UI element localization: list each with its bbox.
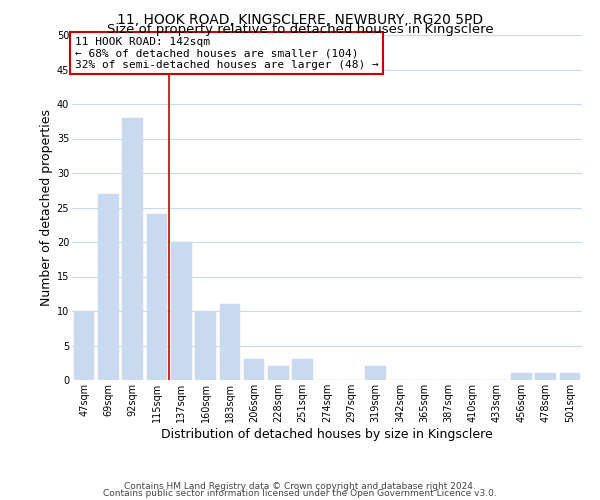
Text: 11 HOOK ROAD: 142sqm
← 68% of detached houses are smaller (104)
32% of semi-deta: 11 HOOK ROAD: 142sqm ← 68% of detached h… (74, 36, 379, 70)
Bar (268, 366, 289, 380)
Bar (292, 360, 313, 380)
Y-axis label: Number of detached properties: Number of detached properties (40, 109, 53, 306)
Bar (74, 311, 94, 380)
Bar (122, 118, 143, 380)
Bar (146, 214, 167, 380)
Text: Size of property relative to detached houses in Kingsclere: Size of property relative to detached ho… (107, 22, 493, 36)
Bar (535, 373, 556, 380)
X-axis label: Distribution of detached houses by size in Kingsclere: Distribution of detached houses by size … (161, 428, 493, 440)
Bar (171, 242, 191, 380)
Bar (365, 366, 386, 380)
Bar (220, 304, 240, 380)
Text: 11, HOOK ROAD, KINGSCLERE, NEWBURY, RG20 5PD: 11, HOOK ROAD, KINGSCLERE, NEWBURY, RG20… (117, 12, 483, 26)
Bar (511, 373, 532, 380)
Text: Contains public sector information licensed under the Open Government Licence v3: Contains public sector information licen… (103, 489, 497, 498)
Text: Contains HM Land Registry data © Crown copyright and database right 2024.: Contains HM Land Registry data © Crown c… (124, 482, 476, 491)
Bar (560, 373, 580, 380)
Bar (244, 360, 265, 380)
Bar (98, 194, 119, 380)
Bar (195, 311, 216, 380)
